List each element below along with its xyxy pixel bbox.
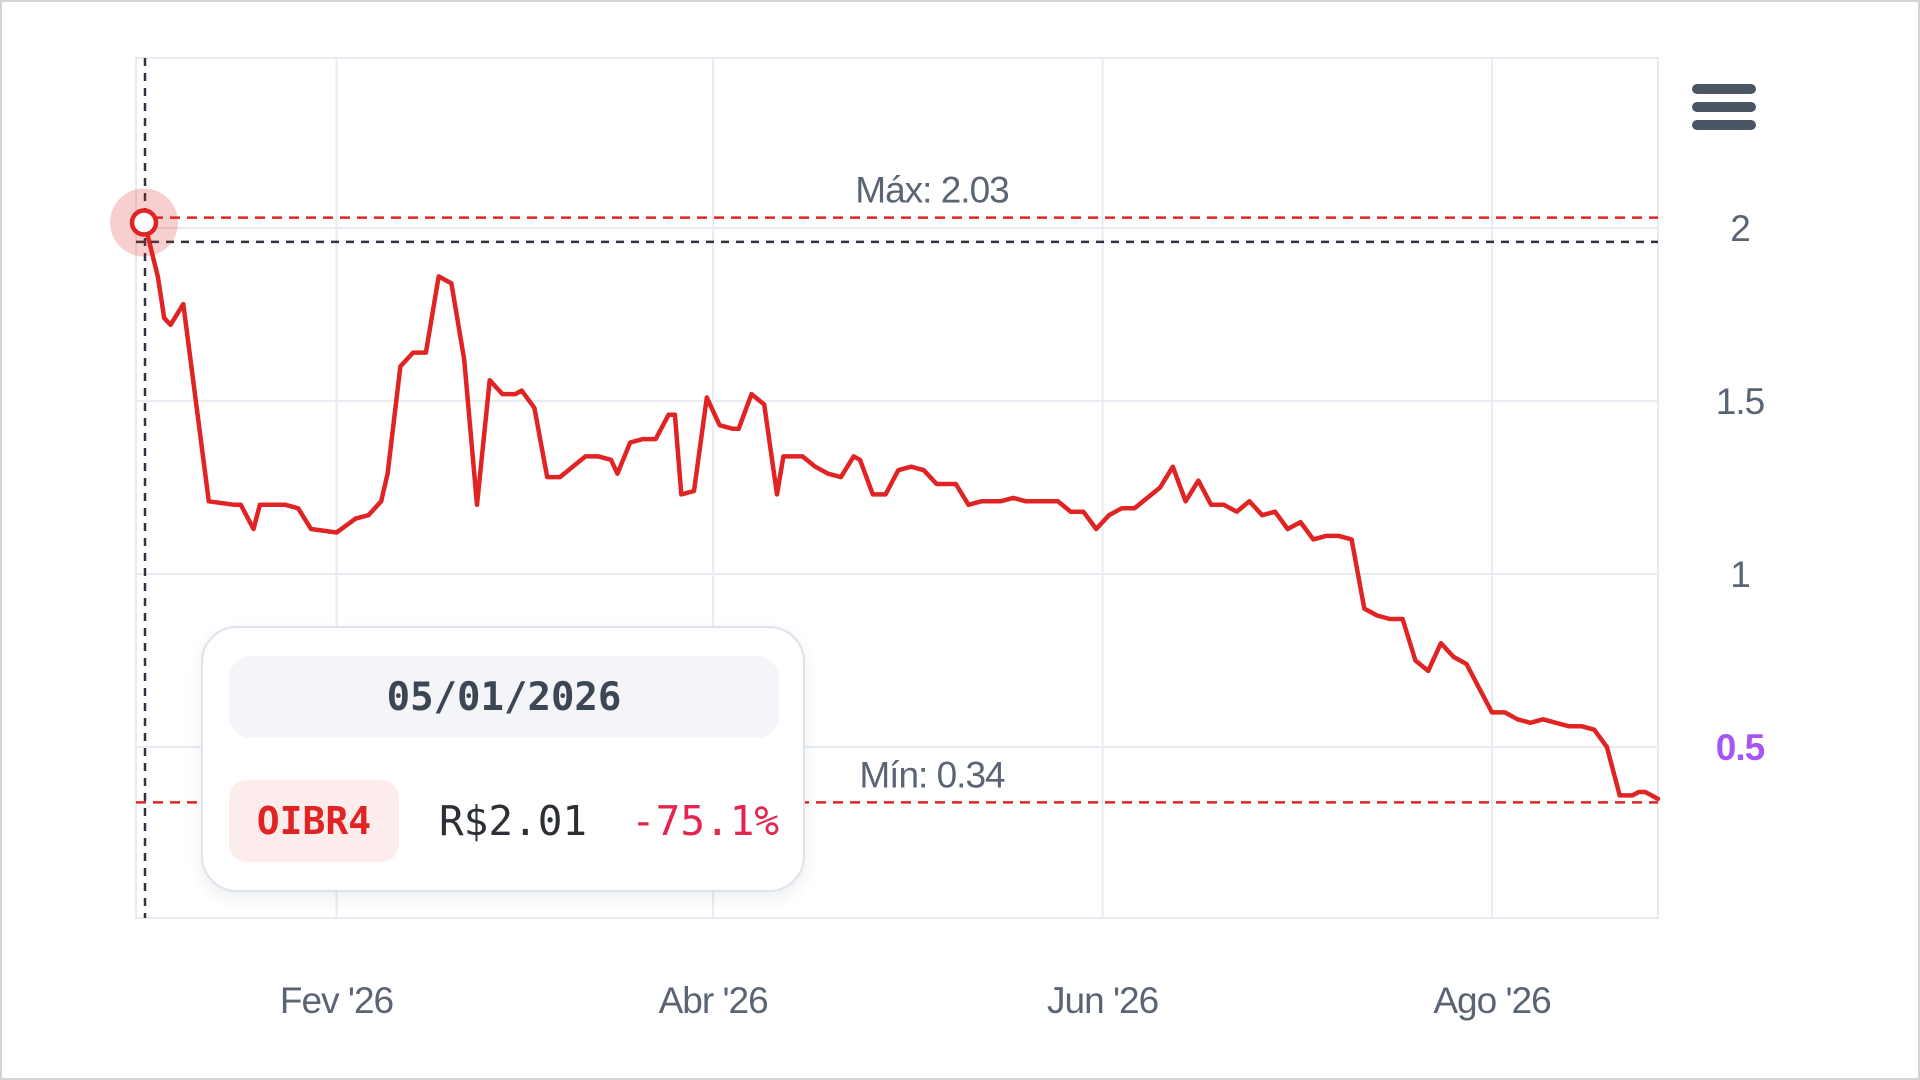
last-value-tick-label: 0.5 bbox=[1716, 727, 1765, 768]
y-axis-labels: 0.5 1 1.5 2 bbox=[1716, 208, 1766, 768]
menu-bar bbox=[1692, 102, 1756, 112]
y-tick-label: 2 bbox=[1730, 208, 1750, 249]
hover-marker bbox=[129, 208, 159, 237]
series-line bbox=[142, 222, 1661, 802]
x-tick-label: Abr '26 bbox=[659, 980, 768, 1021]
menu-bar bbox=[1692, 120, 1756, 130]
tooltip: 05/01/2026 OIBR4 R$2.01 -75.1% bbox=[201, 626, 805, 892]
grid bbox=[135, 57, 1659, 919]
tooltip-ticker-badge: OIBR4 bbox=[229, 780, 399, 862]
x-axis-labels: Fev '26 Abr '26 Jun '26 Ago '26 bbox=[280, 980, 1552, 1021]
tooltip-date: 05/01/2026 bbox=[229, 656, 779, 738]
x-tick-label: Jun '26 bbox=[1047, 980, 1158, 1021]
reference-lines: Máx: 2.03 Mín: 0.34 bbox=[136, 170, 1658, 804]
menu-bar bbox=[1692, 84, 1756, 94]
hamburger-menu-icon[interactable] bbox=[1692, 84, 1756, 138]
tooltip-price: R$2.01 bbox=[439, 797, 588, 845]
x-tick-label: Fev '26 bbox=[280, 980, 393, 1021]
y-tick-label: 1 bbox=[1730, 554, 1750, 595]
min-reference-label: Mín: 0.34 bbox=[859, 754, 1005, 795]
series bbox=[142, 222, 1661, 802]
plot-border bbox=[135, 57, 1659, 919]
y-tick-label: 1.5 bbox=[1716, 381, 1765, 422]
crosshair bbox=[110, 58, 1658, 918]
max-reference-label: Máx: 2.03 bbox=[855, 170, 1008, 211]
tooltip-change: -75.1% bbox=[631, 797, 780, 845]
x-tick-label: Ago '26 bbox=[1433, 980, 1550, 1021]
